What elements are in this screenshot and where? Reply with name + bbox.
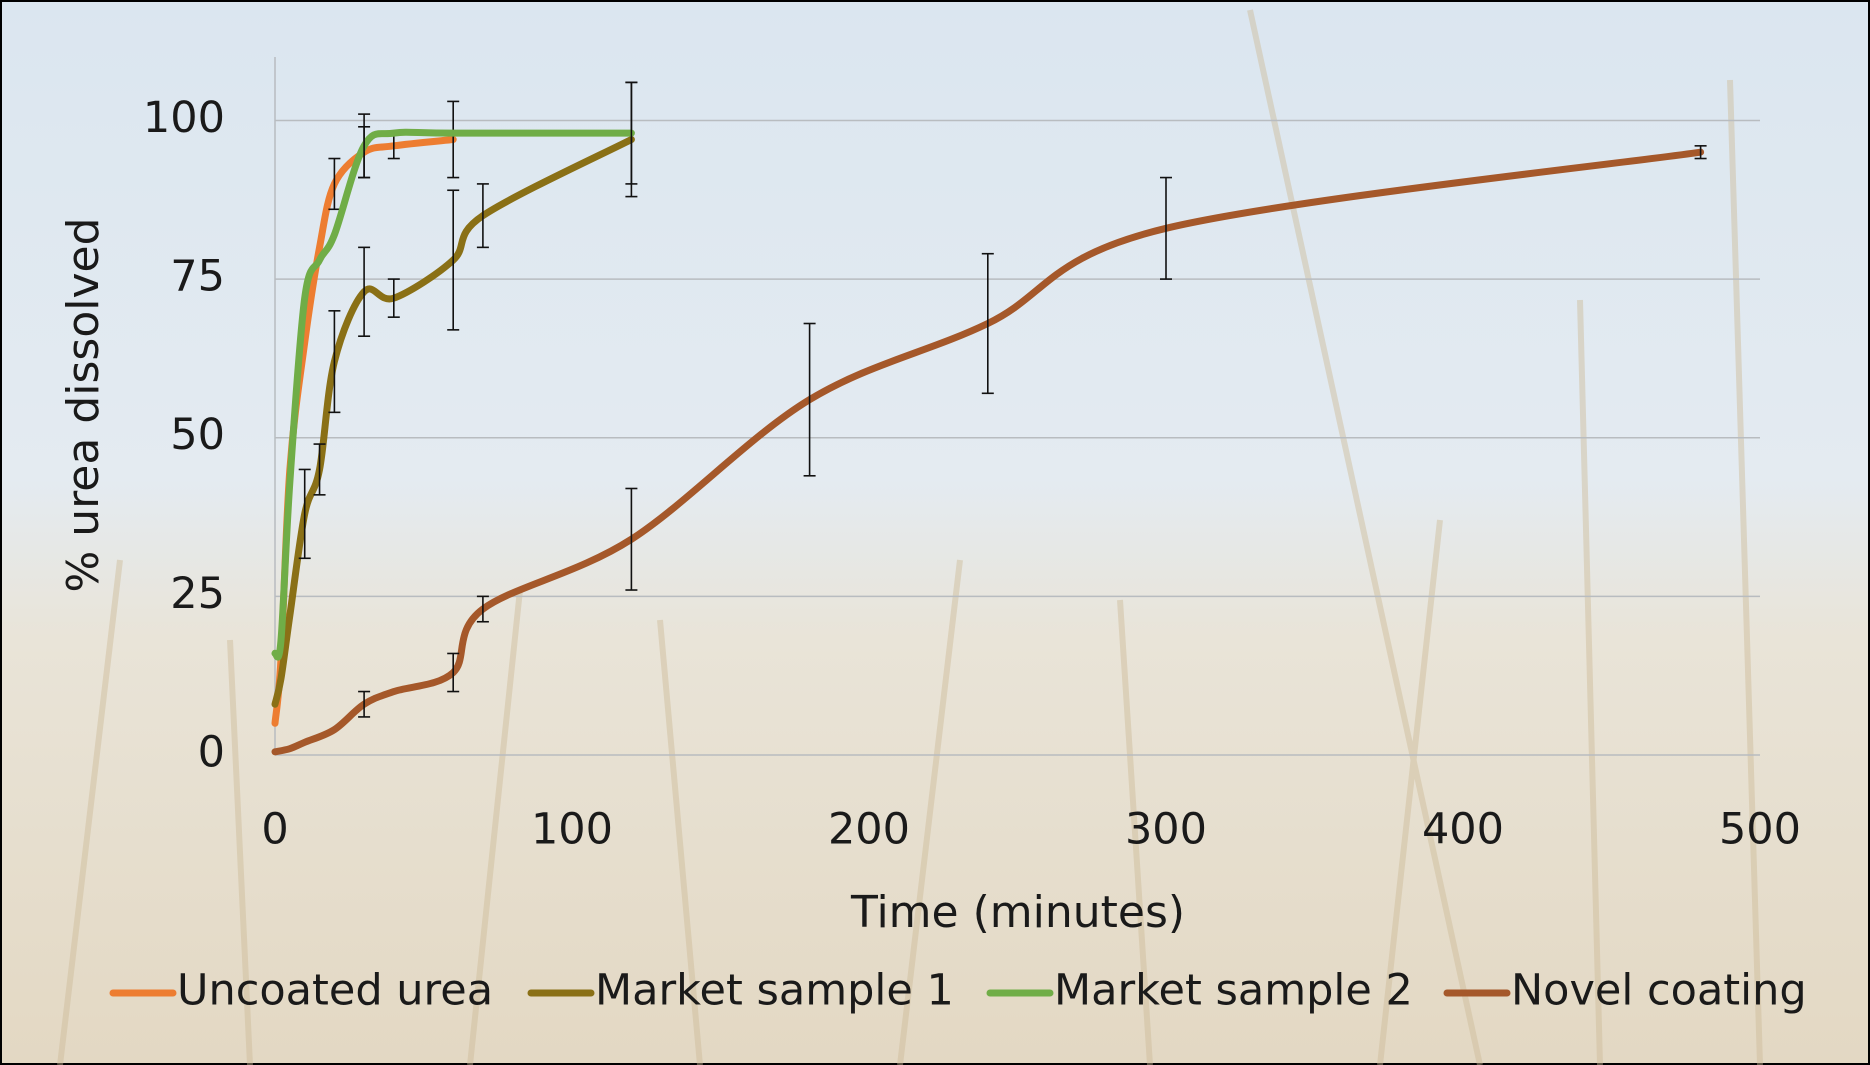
y-tick-label: 0 — [198, 728, 225, 778]
legend-label: Novel coating — [1511, 966, 1807, 1016]
x-tick-label: 300 — [1125, 805, 1207, 855]
x-tick-label: 200 — [828, 805, 910, 855]
y-tick-label: 25 — [170, 569, 225, 619]
y-tick-label: 100 — [143, 93, 225, 143]
chart: % urea dissolved Time (minutes) 0 25 50 75 1… — [0, 0, 1870, 1065]
x-tick-label: 400 — [1422, 805, 1504, 855]
y-axis-title: % urea dissolved — [58, 217, 109, 592]
x-tick-label: 100 — [531, 805, 613, 855]
x-axis-title: Time (minutes) — [850, 887, 1185, 938]
y-tick-label: 75 — [170, 252, 225, 302]
legend-label: Uncoated urea — [177, 966, 493, 1016]
legend-label: Market sample 1 — [595, 966, 954, 1016]
y-tick-label: 50 — [170, 410, 225, 460]
x-tick-label: 0 — [261, 805, 288, 855]
x-tick-label: 500 — [1719, 805, 1801, 855]
legend-label: Market sample 2 — [1054, 966, 1413, 1016]
